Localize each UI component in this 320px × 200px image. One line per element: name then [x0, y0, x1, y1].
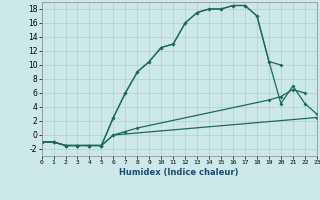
X-axis label: Humidex (Indice chaleur): Humidex (Indice chaleur) [119, 168, 239, 177]
